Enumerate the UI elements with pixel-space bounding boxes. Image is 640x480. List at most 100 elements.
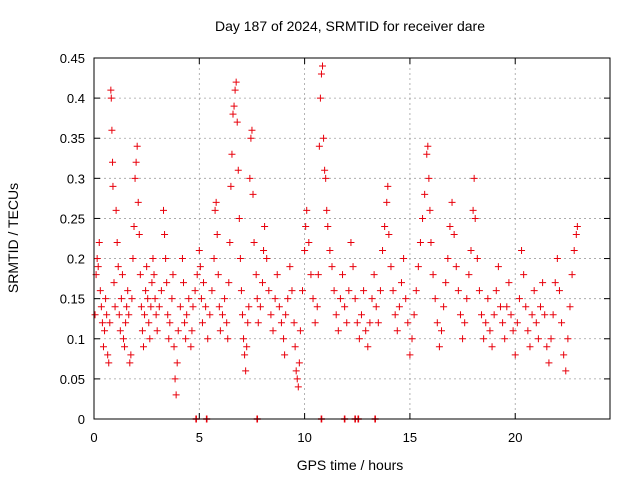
data-point [155,303,163,311]
data-point [528,311,536,319]
x-tick-label: 0 [90,430,97,445]
data-point [558,319,566,327]
data-point [240,335,248,343]
data-point [426,206,434,214]
data-point [503,303,511,311]
data-point [275,303,283,311]
data-point [180,279,188,287]
data-point [225,279,233,287]
data-point [408,335,416,343]
data-point [110,279,118,287]
data-point [162,255,170,263]
data-point [238,311,246,319]
data-point [195,247,203,255]
data-point [470,174,478,182]
data-point [231,86,239,94]
data-point [395,303,403,311]
data-point [400,255,408,263]
data-point [530,287,538,295]
data-point [163,279,171,287]
data-point [384,182,392,190]
data-point [117,295,125,303]
data-point [130,222,138,230]
data-point [410,311,418,319]
data-point [137,303,145,311]
data-point [440,303,448,311]
data-point [435,343,443,351]
x-tick-label: 10 [297,430,311,445]
data-point [366,319,374,327]
data-point [501,335,509,343]
data-point [249,190,257,198]
data-point [424,142,432,150]
data-point [323,206,331,214]
data-point [467,247,475,255]
data-point [178,255,186,263]
data-point [258,279,266,287]
data-point [109,158,117,166]
data-point [233,118,241,126]
data-point [320,134,328,142]
data-point [471,214,479,222]
x-tick-label: 15 [403,430,417,445]
data-point [429,271,437,279]
data-point [227,182,235,190]
data-point [336,295,344,303]
y-tick-label: 0.3 [67,171,85,186]
data-point [421,190,429,198]
data-point [509,327,517,335]
data-point [228,150,236,158]
data-point [281,351,289,359]
data-point [478,311,486,319]
data-point [182,335,190,343]
data-point [241,351,249,359]
data-point [253,295,261,303]
data-point [505,279,513,287]
data-point [103,311,111,319]
data-point [210,255,218,263]
data-point [282,311,290,319]
data-point [427,239,435,247]
data-point [223,319,231,327]
data-point [482,319,490,327]
data-point [200,279,208,287]
data-point [296,327,304,335]
data-point [543,343,551,351]
data-point [438,327,446,335]
data-point [165,335,173,343]
data-point [188,327,196,335]
data-point [314,271,322,279]
data-point [368,295,376,303]
data-point [101,327,109,335]
data-point [345,287,353,295]
data-point [448,198,456,206]
data-point [129,255,137,263]
data-point [288,287,296,295]
data-point [124,287,132,295]
data-point [164,311,172,319]
data-point [423,150,431,158]
data-point [277,319,285,327]
data-point [106,319,114,327]
data-point [221,295,229,303]
data-point [545,359,553,367]
data-point [391,311,399,319]
data-point [168,295,176,303]
data-point [547,335,555,343]
data-point [126,359,134,367]
data-point [234,166,242,174]
data-points [91,62,581,423]
data-point [507,311,515,319]
data-point [235,214,243,222]
data-point [555,287,563,295]
data-point [322,174,330,182]
data-point [153,327,161,335]
data-point [146,335,154,343]
data-point [459,335,467,343]
data-point [572,230,580,238]
data-point [254,319,262,327]
data-point [452,263,460,271]
data-point [267,311,275,319]
data-point [143,263,151,271]
x-tick-label: 5 [196,430,203,445]
